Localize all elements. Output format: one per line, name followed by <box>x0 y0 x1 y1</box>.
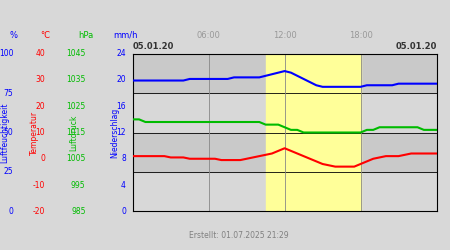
Text: 18:00: 18:00 <box>349 31 373 40</box>
Bar <box>266 54 360 211</box>
Text: -10: -10 <box>32 180 45 190</box>
Text: 75: 75 <box>4 88 13 98</box>
Text: 1015: 1015 <box>66 128 86 137</box>
Text: 1035: 1035 <box>66 76 86 84</box>
Text: 40: 40 <box>35 49 45 58</box>
Text: 25: 25 <box>4 168 14 176</box>
Text: Erstellt: 01.07.2025 21:29: Erstellt: 01.07.2025 21:29 <box>189 231 289 240</box>
Text: 12:00: 12:00 <box>273 31 297 40</box>
Text: 1005: 1005 <box>66 154 86 163</box>
Text: hPa: hPa <box>78 31 93 40</box>
Text: 8: 8 <box>121 154 126 163</box>
Text: 16: 16 <box>117 102 126 111</box>
Text: 05.01.20: 05.01.20 <box>133 42 174 51</box>
Text: 20: 20 <box>117 76 126 84</box>
Text: °C: °C <box>40 31 50 40</box>
Text: 10: 10 <box>36 128 45 137</box>
Text: Niederschlag: Niederschlag <box>110 108 119 158</box>
Text: 24: 24 <box>117 49 126 58</box>
Text: 30: 30 <box>35 76 45 84</box>
Text: 20: 20 <box>36 102 45 111</box>
Bar <box>133 132 436 172</box>
Text: 100: 100 <box>0 49 14 58</box>
Bar <box>133 54 436 93</box>
Text: 50: 50 <box>4 128 13 137</box>
Text: 12: 12 <box>117 128 126 137</box>
Text: -20: -20 <box>32 207 45 216</box>
Text: 995: 995 <box>71 180 86 190</box>
Text: mm/h: mm/h <box>114 31 138 40</box>
Text: 05.01.20: 05.01.20 <box>395 42 436 51</box>
Text: 1045: 1045 <box>66 49 86 58</box>
Text: 06:00: 06:00 <box>197 31 220 40</box>
Text: %: % <box>9 31 18 40</box>
Text: 0: 0 <box>40 154 45 163</box>
Text: 1025: 1025 <box>66 102 86 111</box>
Text: 0: 0 <box>9 207 13 216</box>
Text: 0: 0 <box>121 207 126 216</box>
Text: Luftfeuchtigkeit: Luftfeuchtigkeit <box>0 102 9 163</box>
Text: Temperatur: Temperatur <box>30 110 39 154</box>
Text: 985: 985 <box>71 207 86 216</box>
Text: Luftdruck: Luftdruck <box>70 114 79 151</box>
Text: 4: 4 <box>121 180 126 190</box>
